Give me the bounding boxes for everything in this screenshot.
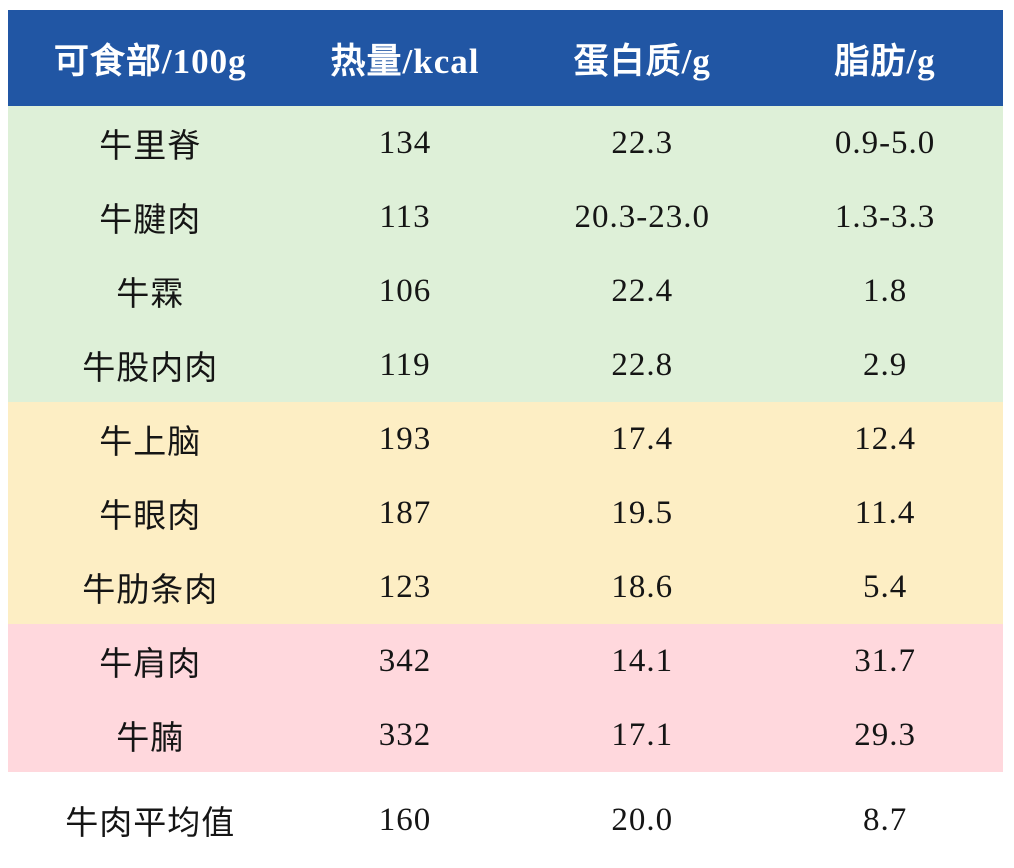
cell-part-name: 牛霖 bbox=[116, 277, 185, 313]
cell-protein: 20.3-23.0 bbox=[574, 198, 711, 235]
column-header-edible-part: 可食部/100g bbox=[53, 41, 247, 81]
cell-kcal: 106 bbox=[378, 272, 432, 309]
table-row: 牛里脊 134 22.3 0.9-5.0 bbox=[8, 106, 1003, 180]
table-header-row: 可食部/100g 热量/kcal 蛋白质/g 脂肪/g bbox=[8, 10, 1003, 106]
cell-kcal: 123 bbox=[378, 568, 432, 605]
cell-fat: 12.4 bbox=[854, 420, 916, 457]
cell-fat: 0.9-5.0 bbox=[834, 124, 936, 161]
table-row: 牛腩 332 17.1 29.3 bbox=[8, 698, 1003, 772]
cell-protein: 22.3 bbox=[611, 124, 674, 161]
cell-fat: 1.8 bbox=[862, 272, 908, 309]
table-row: 牛肩肉 342 14.1 31.7 bbox=[8, 624, 1003, 698]
table-row: 牛股内肉 119 22.8 2.9 bbox=[8, 328, 1003, 402]
cell-kcal: 119 bbox=[379, 346, 431, 383]
cell-kcal: 160 bbox=[378, 801, 432, 838]
cell-fat: 31.7 bbox=[854, 642, 916, 679]
column-header-calories: 热量/kcal bbox=[330, 41, 480, 81]
table-row: 牛上脑 193 17.4 12.4 bbox=[8, 402, 1003, 476]
cell-protein: 22.8 bbox=[611, 346, 674, 383]
cell-part-name: 牛股内肉 bbox=[82, 351, 219, 387]
cell-part-name: 牛腩 bbox=[116, 721, 185, 757]
nutrition-table: 可食部/100g 热量/kcal 蛋白质/g 脂肪/g 牛里脊 134 22.3… bbox=[8, 10, 1003, 868]
column-header-fat: 脂肪/g bbox=[834, 41, 936, 81]
cell-protein: 22.4 bbox=[611, 272, 674, 309]
cell-fat: 2.9 bbox=[862, 346, 908, 383]
table-row-average: 牛肉平均值 160 20.0 8.7 bbox=[8, 772, 1003, 868]
cell-protein: 18.6 bbox=[611, 568, 674, 605]
cell-fat: 1.3-3.3 bbox=[834, 198, 936, 235]
table-row: 牛眼肉 187 19.5 11.4 bbox=[8, 476, 1003, 550]
cell-protein: 19.5 bbox=[611, 494, 674, 531]
table-row: 牛腱肉 113 20.3-23.0 1.3-3.3 bbox=[8, 180, 1003, 254]
cell-fat: 11.4 bbox=[854, 494, 916, 531]
cell-fat: 29.3 bbox=[854, 716, 916, 753]
cell-protein: 17.4 bbox=[611, 420, 674, 457]
cell-part-name: 牛上脑 bbox=[99, 425, 202, 461]
cell-part-name: 牛里脊 bbox=[99, 129, 202, 165]
cell-kcal: 342 bbox=[378, 642, 432, 679]
cell-fat: 5.4 bbox=[862, 568, 908, 605]
cell-kcal: 113 bbox=[379, 198, 431, 235]
cell-kcal: 187 bbox=[378, 494, 432, 531]
cell-part-name: 牛肩肉 bbox=[99, 647, 202, 683]
cell-part-name: 牛眼肉 bbox=[99, 499, 202, 535]
cell-fat: 8.7 bbox=[862, 801, 908, 838]
cell-kcal: 193 bbox=[378, 420, 432, 457]
cell-part-name: 牛肉平均值 bbox=[65, 806, 236, 842]
table-row: 牛霖 106 22.4 1.8 bbox=[8, 254, 1003, 328]
cell-part-name: 牛肋条肉 bbox=[82, 573, 219, 609]
cell-kcal: 332 bbox=[378, 716, 432, 753]
cell-kcal: 134 bbox=[378, 124, 432, 161]
table-row: 牛肋条肉 123 18.6 5.4 bbox=[8, 550, 1003, 624]
cell-protein: 14.1 bbox=[611, 642, 674, 679]
column-header-protein: 蛋白质/g bbox=[573, 41, 711, 81]
cell-part-name: 牛腱肉 bbox=[99, 203, 202, 239]
cell-protein: 17.1 bbox=[611, 716, 674, 753]
cell-protein: 20.0 bbox=[611, 801, 674, 838]
